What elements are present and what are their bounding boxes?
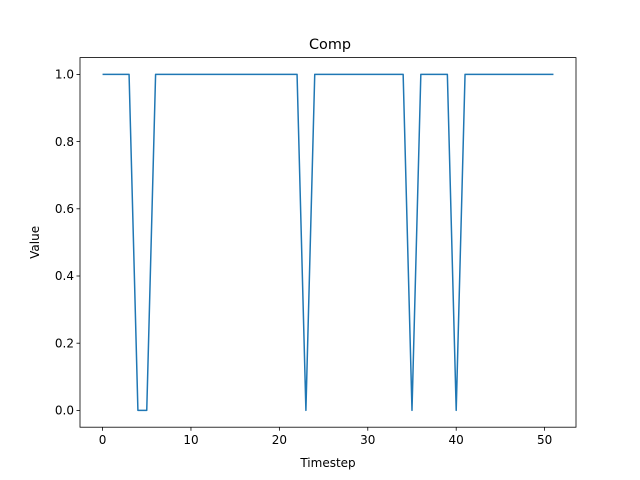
x-tick-label: 20 xyxy=(272,433,287,447)
y-tick-label: 0.2 xyxy=(55,336,74,350)
series-line-0 xyxy=(102,73,554,412)
y-axis: 0.0 0.2 0.4 0.6 0.8 1.0 xyxy=(55,68,80,418)
x-axis-label: Timestep xyxy=(299,456,355,470)
x-tick-label: 50 xyxy=(537,433,552,447)
plot-area xyxy=(102,73,554,412)
chart-title: Comp xyxy=(309,37,351,53)
x-axis: 0 10 20 30 40 50 xyxy=(99,427,552,447)
x-tick-label: 30 xyxy=(360,433,375,447)
x-tick-label: 10 xyxy=(183,433,198,447)
y-tick-label: 1.0 xyxy=(55,68,74,82)
y-tick-label: 0.6 xyxy=(55,202,74,216)
x-tick-label: 40 xyxy=(449,433,464,447)
x-tick-label: 0 xyxy=(99,433,107,447)
y-tick-label: 0.0 xyxy=(55,404,74,418)
plot-frame xyxy=(79,57,577,428)
y-axis-label: Value xyxy=(28,226,42,259)
y-tick-label: 0.8 xyxy=(55,135,74,149)
y-tick-label: 0.4 xyxy=(55,269,74,283)
